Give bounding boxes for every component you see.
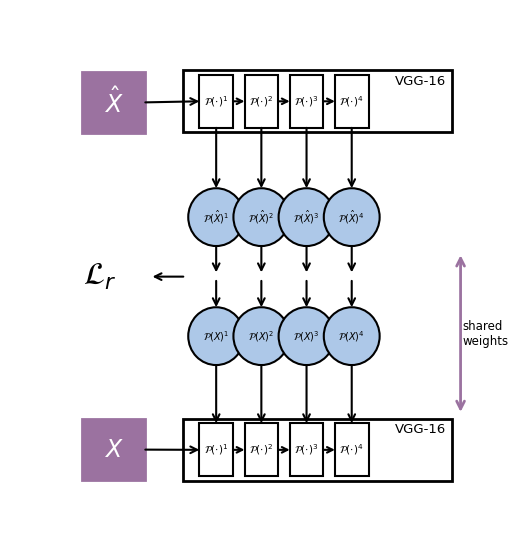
FancyBboxPatch shape [335,75,368,128]
Text: $\mathcal{P}(\cdot)^2$: $\mathcal{P}(\cdot)^2$ [249,443,273,457]
Text: $\hat{X}$: $\hat{X}$ [104,87,123,118]
Ellipse shape [188,188,244,246]
Text: $\mathcal{P}(\hat{X})^2$: $\mathcal{P}(\hat{X})^2$ [248,209,275,226]
Text: $\mathcal{P}(\cdot)^3$: $\mathcal{P}(\cdot)^3$ [294,443,319,457]
Text: $\mathcal{P}(\cdot)^4$: $\mathcal{P}(\cdot)^4$ [339,443,364,457]
Text: $\mathcal{P}(\hat{X})^1$: $\mathcal{P}(\hat{X})^1$ [203,209,229,226]
Ellipse shape [279,307,334,365]
FancyBboxPatch shape [335,423,368,476]
Text: shared
weights: shared weights [463,320,509,348]
FancyBboxPatch shape [244,423,278,476]
Text: $\mathcal{P}(X)^1$: $\mathcal{P}(X)^1$ [203,329,229,343]
Ellipse shape [233,307,289,365]
Text: VGG-16: VGG-16 [395,423,446,436]
Text: $\mathcal{P}(X)^2$: $\mathcal{P}(X)^2$ [248,329,275,343]
Text: $\mathcal{P}(\cdot)^3$: $\mathcal{P}(\cdot)^3$ [294,94,319,109]
Text: $\mathcal{L}_r$: $\mathcal{L}_r$ [83,262,116,291]
Text: $\mathcal{P}(\cdot)^1$: $\mathcal{P}(\cdot)^1$ [204,443,228,457]
Text: $\mathcal{P}(\hat{X})^4$: $\mathcal{P}(\hat{X})^4$ [338,209,365,226]
Text: $\mathcal{P}(\hat{X})^3$: $\mathcal{P}(\hat{X})^3$ [293,209,320,226]
Text: $\mathcal{P}(\cdot)^4$: $\mathcal{P}(\cdot)^4$ [339,94,364,109]
Ellipse shape [188,307,244,365]
FancyBboxPatch shape [199,75,233,128]
FancyBboxPatch shape [199,423,233,476]
Text: VGG-16: VGG-16 [395,75,446,88]
FancyBboxPatch shape [290,75,323,128]
Text: $X$: $X$ [104,438,123,461]
FancyBboxPatch shape [82,72,145,133]
Text: $\mathcal{P}(X)^4$: $\mathcal{P}(X)^4$ [338,329,365,343]
Text: $\mathcal{P}(X)^3$: $\mathcal{P}(X)^3$ [293,329,320,343]
FancyBboxPatch shape [82,419,145,480]
Text: $\mathcal{P}(\cdot)^2$: $\mathcal{P}(\cdot)^2$ [249,94,273,109]
Text: $\mathcal{P}(\cdot)^1$: $\mathcal{P}(\cdot)^1$ [204,94,228,109]
Ellipse shape [324,307,379,365]
Ellipse shape [279,188,334,246]
Ellipse shape [233,188,289,246]
FancyBboxPatch shape [244,75,278,128]
FancyBboxPatch shape [183,71,452,132]
FancyBboxPatch shape [290,423,323,476]
FancyBboxPatch shape [183,419,452,481]
Ellipse shape [324,188,379,246]
